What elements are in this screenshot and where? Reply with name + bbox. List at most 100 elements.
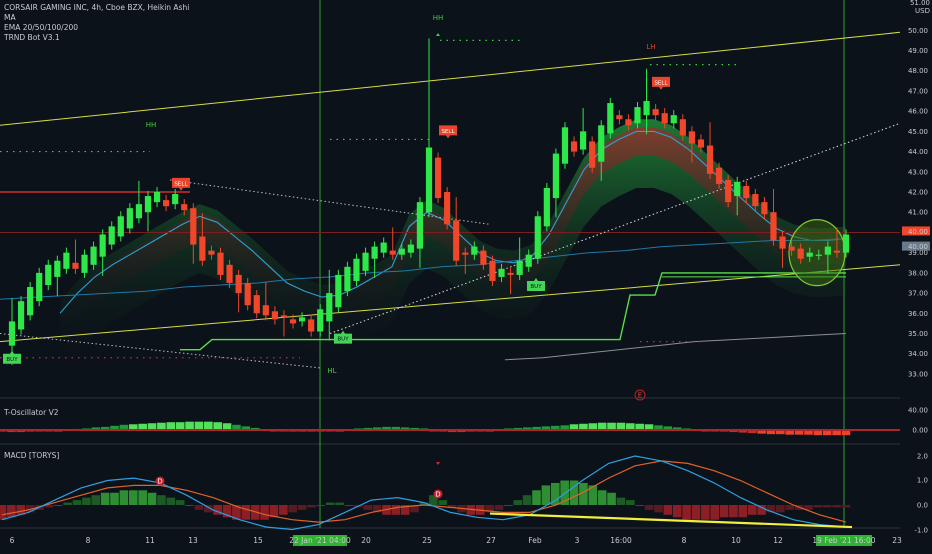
candle-body	[144, 196, 152, 213]
candle-body	[344, 266, 351, 292]
candle-body	[670, 115, 677, 124]
candle-body	[8, 321, 16, 346]
support-trendline	[0, 264, 901, 343]
candle-body	[335, 274, 342, 308]
candle-body	[824, 246, 831, 255]
macd-histogram-bar	[607, 492, 616, 505]
buy-badge	[3, 350, 21, 364]
macd-histogram-bar	[53, 505, 63, 506]
y-tick-label: 39.00	[908, 249, 928, 257]
macd-title[interactable]: MACD [TORYS]	[4, 451, 60, 460]
x-tick-label: 11	[145, 536, 155, 545]
oscillator-bar	[729, 430, 738, 433]
candle-body	[253, 295, 260, 314]
macd-histogram-bar	[747, 505, 757, 515]
macd-line	[1, 455, 847, 531]
indicator-trnd-bot[interactable]: TRND Bot V3.1	[4, 33, 60, 42]
candle-body	[99, 234, 106, 257]
candle-body	[63, 252, 70, 269]
candle-body	[172, 194, 179, 205]
candle-body	[706, 145, 714, 174]
candle-body	[117, 216, 124, 237]
macd-histogram-bar	[260, 505, 269, 520]
y-tick-label: 34.00	[908, 350, 928, 358]
candle-body	[589, 141, 596, 168]
oscillator-bar	[822, 430, 832, 436]
oscillator-bar	[213, 422, 222, 430]
oscillator-bar	[147, 423, 157, 430]
candle-body	[371, 246, 378, 259]
lh-marker: LH	[646, 43, 655, 51]
candle-body	[471, 246, 478, 255]
macd-histogram-bar	[522, 495, 532, 505]
macd-histogram-bar	[222, 505, 232, 518]
indicator-ma[interactable]: MA	[4, 13, 16, 22]
candle-body	[362, 252, 369, 271]
x-tick-label: 20	[361, 536, 371, 545]
oscillator-bar	[766, 430, 776, 435]
candle-body	[815, 254, 822, 256]
candle-body	[580, 131, 587, 150]
macd-histogram-bar	[588, 485, 598, 505]
macd-histogram-bar	[569, 480, 579, 505]
macd-histogram-bar	[682, 505, 691, 520]
candle-body	[90, 246, 97, 265]
indicator-ema[interactable]: EMA 20/50/100/200	[4, 23, 79, 32]
macd-histogram-bar	[635, 505, 644, 506]
candle-body	[54, 260, 61, 277]
candle-body	[489, 260, 496, 281]
x-tick-label: 16:00	[610, 536, 632, 545]
macd-histogram-bar	[128, 490, 138, 505]
macd-pane	[0, 455, 853, 531]
candle-body	[770, 212, 777, 241]
x-tick-label: 13	[188, 536, 198, 545]
oscillator-bar	[400, 427, 410, 430]
oscillator-bar	[541, 426, 551, 430]
macd-histogram-bar	[776, 505, 785, 513]
macd-histogram-bar	[25, 505, 35, 513]
candle-body	[271, 311, 278, 320]
candle-body	[416, 202, 424, 249]
oscillator-bar	[588, 423, 598, 430]
macd-tick-label: -1.0	[914, 527, 928, 535]
macd-signal-line	[1, 460, 847, 523]
oscillator-bar	[757, 430, 766, 434]
oscillator-bar	[532, 426, 541, 430]
candle-body	[697, 139, 705, 148]
x-tick-label: 23	[892, 536, 902, 545]
macd-histogram-bar	[766, 505, 776, 513]
candle-body	[389, 250, 396, 255]
oscillator-bar	[138, 423, 147, 430]
macd-histogram-bar	[138, 490, 147, 505]
macd-arrow	[436, 462, 440, 465]
macd-histogram-bar	[288, 505, 298, 513]
divergence-marker	[433, 489, 443, 499]
oscillator-bar	[597, 422, 607, 430]
candle-body	[806, 252, 813, 257]
candle-body	[308, 319, 315, 332]
symbol-title: CORSAIR GAMING INC, 4h, Cboe BZX, Heikin…	[4, 3, 190, 12]
candle-body	[434, 157, 442, 199]
x-tick-label: Feb	[528, 536, 542, 545]
oscillator-bar	[663, 426, 673, 430]
price-flag-lower-label: 40.00	[908, 243, 928, 251]
oscillator-bar	[91, 427, 101, 430]
sell-badge	[172, 177, 190, 191]
y-tick-label: 48.00	[908, 67, 928, 75]
oscillator-bar	[204, 421, 213, 430]
macd-histogram-bar	[335, 502, 344, 505]
oscillator-title[interactable]: T-Oscillator V2	[4, 408, 59, 417]
macd-histogram-bar	[832, 505, 841, 508]
sell-badge-label: SELL	[654, 80, 668, 86]
oscillator-bar	[363, 427, 373, 430]
macd-histogram-bar	[785, 505, 795, 510]
date-flag-right	[816, 535, 872, 546]
macd-histogram-bar	[429, 495, 438, 505]
oscillator-bar	[382, 426, 391, 430]
macd-histogram-bar	[344, 505, 354, 506]
hh-marker-left: HH	[146, 121, 157, 129]
candle-body	[570, 141, 578, 152]
